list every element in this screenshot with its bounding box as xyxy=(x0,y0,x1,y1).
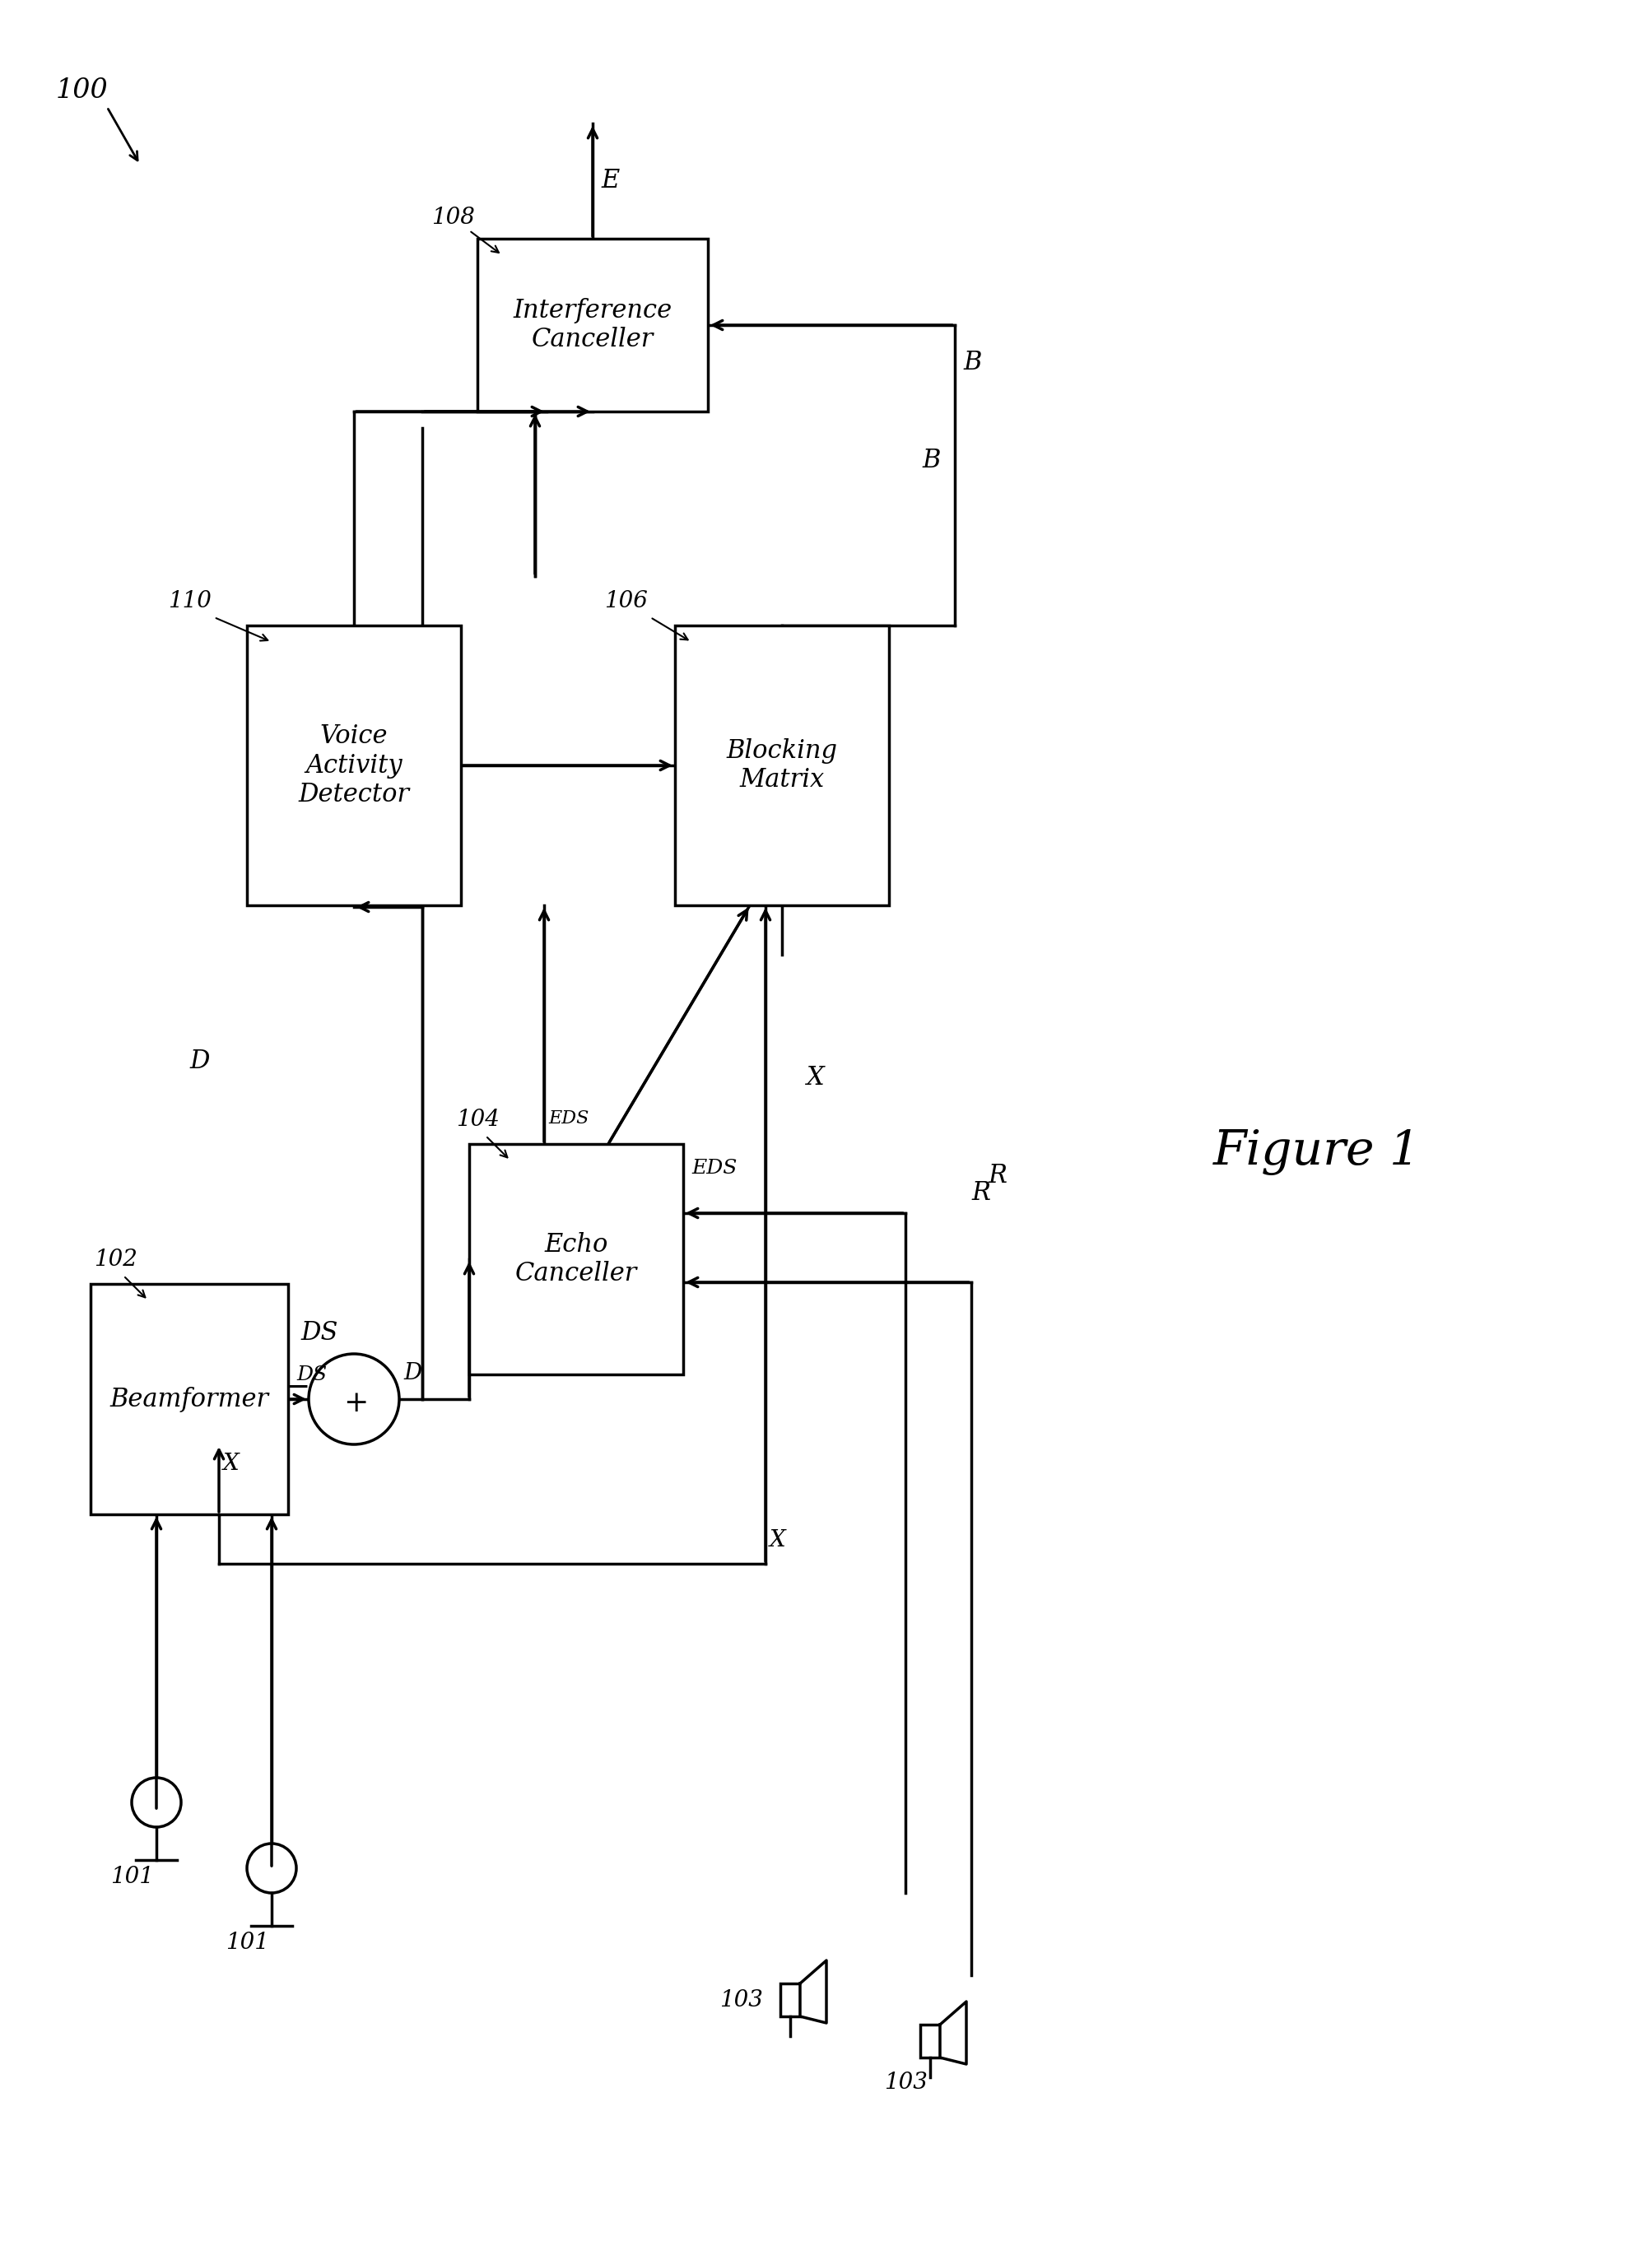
FancyBboxPatch shape xyxy=(469,1144,684,1374)
Polygon shape xyxy=(800,1959,826,2023)
Text: DS: DS xyxy=(296,1365,327,1385)
Text: D: D xyxy=(403,1363,421,1385)
Polygon shape xyxy=(940,2002,966,2063)
Text: 103: 103 xyxy=(719,1989,763,2011)
Text: 106: 106 xyxy=(605,590,648,612)
Text: 101: 101 xyxy=(111,1864,154,1887)
Text: 100: 100 xyxy=(56,77,109,104)
Circle shape xyxy=(309,1354,400,1444)
Text: B: B xyxy=(922,447,940,475)
Text: EDS: EDS xyxy=(692,1159,737,1177)
Bar xyxy=(920,2025,940,2057)
Text: DS: DS xyxy=(301,1320,337,1347)
Text: −: − xyxy=(284,1372,311,1403)
Text: R: R xyxy=(971,1180,990,1207)
Text: Blocking
Matrix: Blocking Matrix xyxy=(727,739,838,793)
Text: E: E xyxy=(601,167,620,194)
Circle shape xyxy=(246,1844,296,1894)
FancyBboxPatch shape xyxy=(246,626,461,906)
Bar xyxy=(780,1984,800,2016)
Circle shape xyxy=(132,1779,182,1826)
Text: R: R xyxy=(988,1164,1006,1189)
Text: D: D xyxy=(190,1049,210,1074)
Text: EDS: EDS xyxy=(548,1110,588,1128)
Text: 103: 103 xyxy=(884,2070,927,2093)
Text: 104: 104 xyxy=(456,1107,499,1130)
FancyBboxPatch shape xyxy=(477,240,709,411)
Text: 108: 108 xyxy=(431,208,474,228)
Text: B: B xyxy=(963,350,981,375)
Text: +: + xyxy=(344,1390,368,1417)
Text: X: X xyxy=(770,1530,786,1550)
Text: 110: 110 xyxy=(167,590,211,612)
Text: 102: 102 xyxy=(94,1248,137,1270)
Text: 101: 101 xyxy=(225,1932,269,1953)
FancyBboxPatch shape xyxy=(91,1284,287,1514)
Text: Voice
Activity
Detector: Voice Activity Detector xyxy=(299,723,410,807)
FancyBboxPatch shape xyxy=(676,626,889,906)
Text: X: X xyxy=(806,1064,824,1092)
Text: X: X xyxy=(223,1453,240,1476)
Text: Figure 1: Figure 1 xyxy=(1213,1130,1421,1175)
Text: Beamformer: Beamformer xyxy=(109,1385,269,1412)
Text: Interference
Canceller: Interference Canceller xyxy=(514,298,672,353)
Text: Echo
Canceller: Echo Canceller xyxy=(515,1232,638,1286)
